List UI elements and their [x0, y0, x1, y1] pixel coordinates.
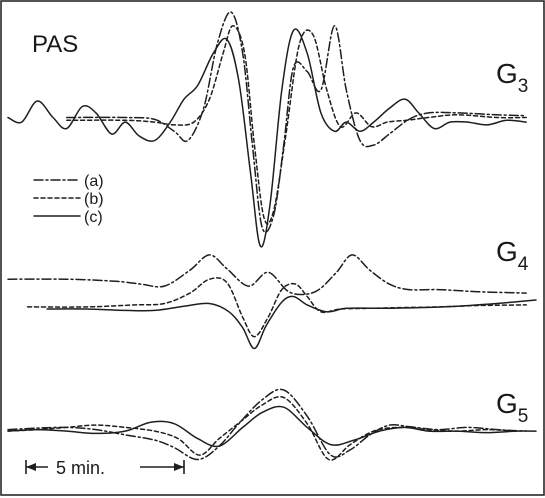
time-scale-bar: 5 min.: [25, 458, 185, 478]
panel-g5: G5: [7, 388, 537, 461]
trace-g3-a: [65, 11, 527, 233]
figure-title: PAS: [32, 31, 78, 58]
panel-g5-label-sub: 5: [518, 406, 529, 427]
trace-g5-a: [7, 388, 527, 461]
legend-label-b: (b): [84, 191, 104, 208]
scale-bar-left-arrow: [26, 463, 36, 471]
panel-g4-label-base: G: [496, 236, 518, 267]
trace-g3-b: [65, 25, 527, 225]
panel-g5-traces: [7, 388, 537, 461]
trace-g4-c: [46, 295, 537, 350]
panel-g3: G3: [7, 11, 528, 248]
scale-bar-label: 5 min.: [56, 458, 105, 478]
scale-bar-right-arrow: [174, 463, 184, 471]
legend-entry-b: (b): [33, 191, 104, 208]
panel-g5-label: G5: [496, 388, 528, 427]
legend: (a) (b) (c): [33, 173, 104, 226]
legend-entry-c: (c): [33, 209, 103, 226]
legend-label-c: (c): [84, 209, 103, 226]
panel-g4-label: G4: [496, 236, 529, 275]
panel-g4-traces: [7, 254, 537, 350]
trace-g3-c: [7, 28, 527, 248]
panel-g4-label-sub: 4: [518, 254, 529, 275]
panel-g5-label-base: G: [496, 388, 518, 419]
trace-g5-b: [7, 396, 518, 461]
legend-entry-a: (a): [33, 173, 104, 190]
panel-g3-label-base: G: [496, 58, 518, 89]
panel-g4: G4: [7, 236, 537, 350]
trace-g4-b: [26, 277, 527, 338]
panel-g3-traces: [7, 11, 527, 248]
trace-g4-a: [7, 254, 527, 296]
panel-g3-label-sub: 3: [518, 76, 529, 97]
trace-g5-c: [7, 405, 537, 448]
legend-label-a: (a): [84, 173, 104, 190]
panel-g3-label: G3: [496, 58, 528, 97]
